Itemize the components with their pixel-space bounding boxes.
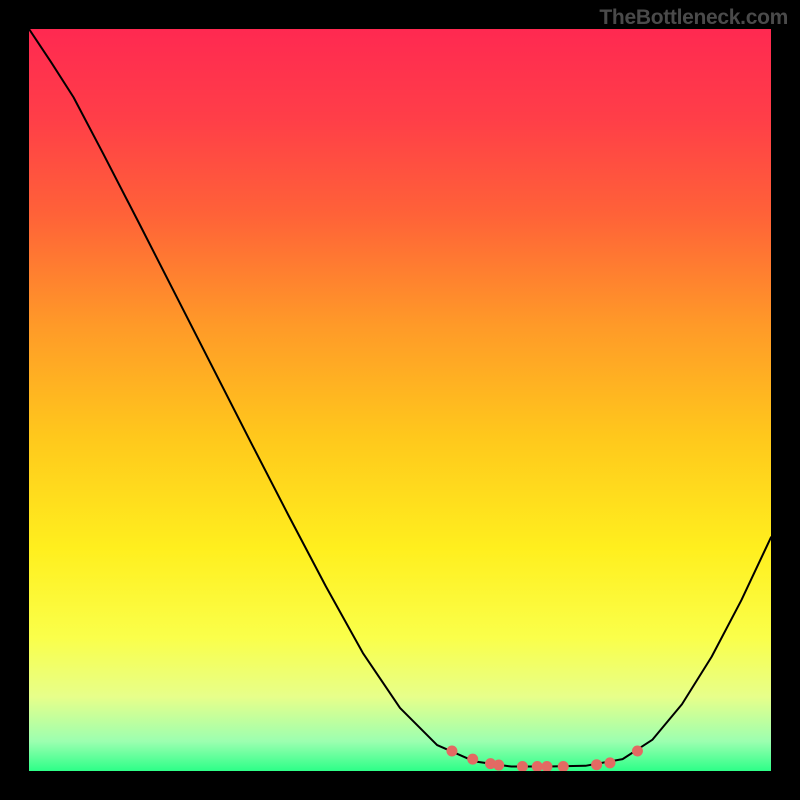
marker-point xyxy=(532,762,542,771)
plot-area xyxy=(29,29,771,771)
marker-point xyxy=(605,758,615,768)
marker-point xyxy=(468,754,478,764)
marker-point xyxy=(517,762,527,771)
marker-point xyxy=(592,760,602,770)
watermark-text: TheBottleneck.com xyxy=(599,6,788,30)
marker-point xyxy=(558,762,568,771)
gradient-background xyxy=(29,29,771,771)
chart-frame: TheBottleneck.com xyxy=(0,0,800,800)
marker-point xyxy=(494,760,504,770)
marker-point xyxy=(542,762,552,771)
marker-point xyxy=(447,746,457,756)
plot-svg xyxy=(29,29,771,771)
marker-point xyxy=(632,746,642,756)
